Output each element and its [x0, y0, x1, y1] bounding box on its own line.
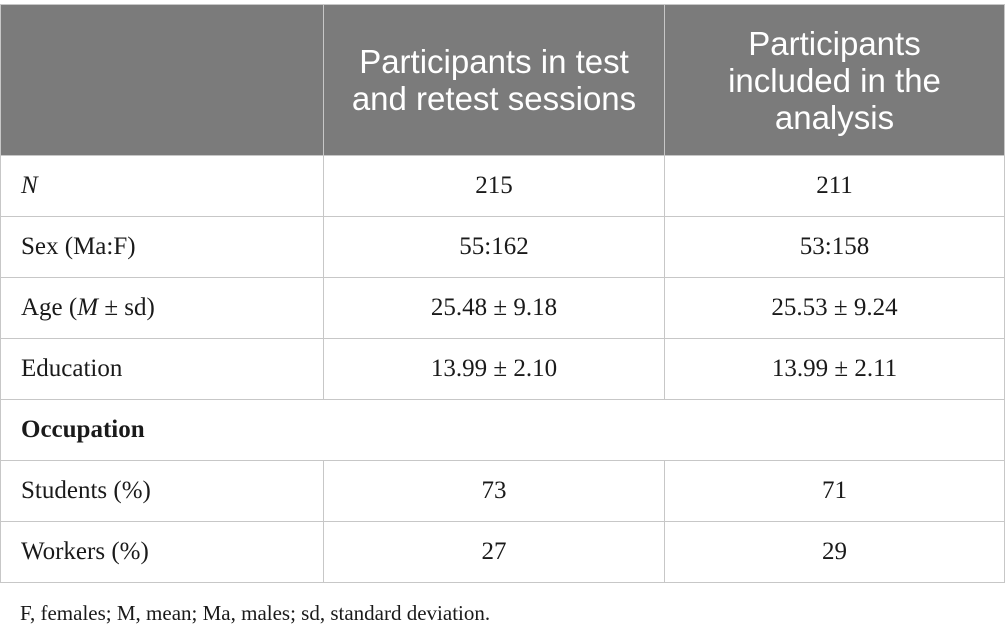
- table-row-age: Age (M ± sd) 25.48 ± 9.18 25.53 ± 9.24: [0, 277, 1005, 339]
- header-empty-cell: [0, 4, 324, 156]
- cell-value: 71: [664, 460, 1005, 522]
- table-footnote: F, females; M, mean; Ma, males; sd, stan…: [20, 601, 491, 625]
- cell-value: 211: [664, 155, 1005, 217]
- cell-value: 13.99 ± 2.11: [664, 338, 1005, 400]
- table-row-education: Education 13.99 ± 2.10 13.99 ± 2.11: [0, 338, 1005, 400]
- table-row-students: Students (%) 73 71: [0, 460, 1005, 522]
- cell-value: 73: [323, 460, 665, 522]
- row-label-n: N: [0, 155, 324, 217]
- row-label-workers: Workers (%): [0, 521, 324, 583]
- demographics-table: Participants in test and retest sessions…: [0, 4, 1005, 583]
- cell-value: 25.53 ± 9.24: [664, 277, 1005, 339]
- cell-value: 215: [323, 155, 665, 217]
- table-body: N 215 211 Sex (Ma:F) 55:162 53:158 Age (…: [0, 155, 1005, 583]
- header-test-retest: Participants in test and retest sessions: [323, 4, 665, 156]
- age-label-suffix: ± sd): [98, 294, 155, 321]
- n-symbol: N: [21, 172, 38, 199]
- section-label-occupation: Occupation: [0, 399, 1005, 461]
- table-row-n: N 215 211: [0, 155, 1005, 217]
- mean-symbol: M: [77, 294, 99, 321]
- row-label-age: Age (M ± sd): [0, 277, 324, 339]
- row-label-students: Students (%): [0, 460, 324, 522]
- header-included-analysis: Participants included in the analysis: [664, 4, 1005, 156]
- table-row-workers: Workers (%) 27 29: [0, 521, 1005, 583]
- table-row-sex: Sex (Ma:F) 55:162 53:158: [0, 216, 1005, 278]
- cell-value: 53:158: [664, 216, 1005, 278]
- cell-value: 25.48 ± 9.18: [323, 277, 665, 339]
- cell-value: 29: [664, 521, 1005, 583]
- table-header: Participants in test and retest sessions…: [0, 4, 1005, 156]
- header-row: Participants in test and retest sessions…: [0, 4, 1005, 156]
- cell-value: 27: [323, 521, 665, 583]
- row-label-education: Education: [0, 338, 324, 400]
- cell-value: 55:162: [323, 216, 665, 278]
- age-label-prefix: Age (: [21, 294, 78, 321]
- section-row-occupation: Occupation: [0, 399, 1005, 461]
- cell-value: 13.99 ± 2.10: [323, 338, 665, 400]
- row-label-sex: Sex (Ma:F): [0, 216, 324, 278]
